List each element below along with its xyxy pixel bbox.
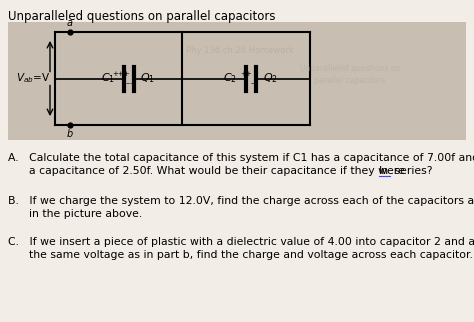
Text: $C_1$: $C_1$ [101, 71, 115, 85]
Text: Unparalleled questions on: Unparalleled questions on [300, 63, 400, 72]
Text: B.   If we charge the system to 12.0V, find the charge across each of the capaci: B. If we charge the system to 12.0V, fin… [8, 196, 474, 206]
Text: Unparalleled questions on parallel capacitors: Unparalleled questions on parallel capac… [8, 10, 275, 23]
Text: the same voltage as in part b, find the charge and voltage across each capacitor: the same voltage as in part b, find the … [8, 250, 473, 260]
Text: $C_2$: $C_2$ [223, 71, 237, 85]
Text: parallel capacitors: parallel capacitors [314, 75, 386, 84]
Text: $V_{ab}$=V: $V_{ab}$=V [16, 71, 50, 85]
Text: --: -- [251, 80, 256, 87]
Text: b: b [67, 129, 73, 139]
Bar [8, 22, 466, 140]
Text: $Q_2$: $Q_2$ [263, 71, 278, 85]
Text: +++: +++ [112, 71, 129, 77]
Text: A.   Calculate the total capacitance of this system if C1 has a capacitance of 7: A. Calculate the total capacitance of th… [8, 153, 474, 163]
Text: In: In [379, 166, 389, 176]
Text: a: a [67, 18, 73, 28]
Text: ++: ++ [240, 71, 252, 77]
Text: Phy 136 ch.26 Homework: Phy 136 ch.26 Homework [186, 45, 294, 54]
Text: C.   If we insert a piece of plastic with a dielectric value of 4.00 into capaci: C. If we insert a piece of plastic with … [8, 237, 474, 247]
Text: $Q_1$: $Q_1$ [140, 71, 155, 85]
Text: a capacitance of 2.50f. What would be their capacitance if they were: a capacitance of 2.50f. What would be th… [8, 166, 408, 176]
Text: series?: series? [391, 166, 432, 176]
Text: in the picture above.: in the picture above. [8, 209, 142, 219]
Text: ---: --- [126, 80, 134, 87]
